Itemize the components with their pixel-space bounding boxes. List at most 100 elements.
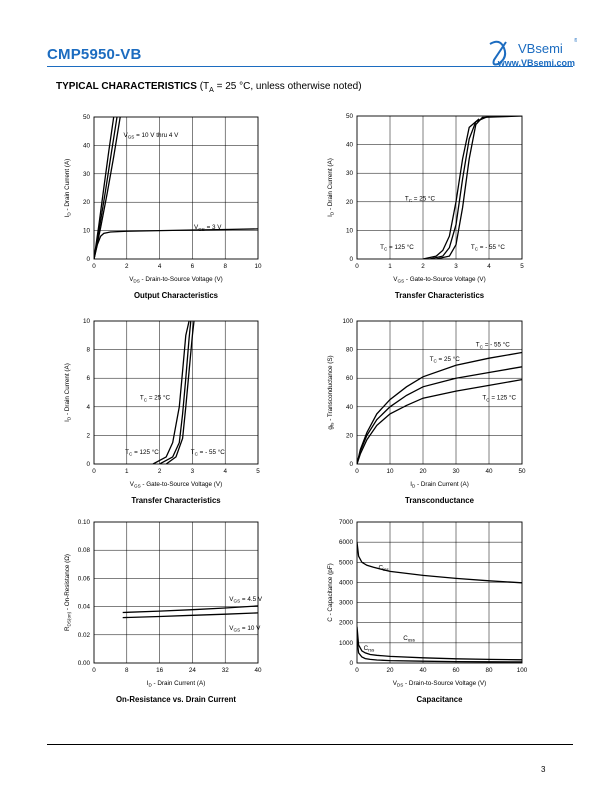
x-axis-label: VDS - Drain-to-Source Voltage (V) [129, 276, 223, 284]
x-tick-label: 10 [386, 468, 394, 475]
y-tick-label: 50 [346, 113, 354, 120]
part-number: CMP5950-VB [47, 46, 142, 63]
series-line-1 [357, 626, 522, 661]
series-line-0 [122, 605, 258, 614]
y-tick-label: 0.02 [78, 632, 91, 639]
plot-frame [93, 116, 259, 260]
annotation-label: TC = - 55 °C [471, 243, 505, 252]
x-axis-label: ID - Drain Current (A) [147, 680, 206, 688]
series-line-1 [122, 612, 258, 619]
plot-frame [93, 320, 259, 465]
x-tick-label: 0 [92, 468, 96, 475]
x-tick-label: 4 [223, 468, 227, 475]
x-axis-label: ID - Drain Current (A) [410, 481, 469, 489]
plot-frame [356, 320, 523, 465]
plot-frame [356, 521, 523, 664]
section-condition-sub: A [209, 87, 214, 94]
chart-onres: 0 8 16 24 32 40 0.00 0.02 0.04 0.06 0.08 0.10 VGS = … [64, 519, 263, 704]
y-tick-label: 0.10 [78, 519, 91, 526]
y-tick-label: 20 [346, 199, 354, 206]
y-tick-label: 0 [86, 461, 90, 468]
y-axis-label: RDS(on) - On-Resistance (Ω) [64, 554, 72, 631]
y-tick-label: 0.08 [78, 547, 91, 554]
series-line-2 [436, 116, 522, 259]
chart-title: Transfer Characteristics [131, 496, 221, 505]
logo-brand: VBsemi [518, 41, 563, 56]
x-tick-label: 16 [156, 667, 164, 674]
annotation-label: Coss [403, 635, 415, 643]
x-axis-label: VDS - Drain-to-Source Voltage (V) [393, 680, 487, 688]
x-tick-label: 2 [125, 263, 129, 270]
x-tick-label: 50 [518, 468, 526, 475]
series-line-1 [357, 366, 522, 464]
x-tick-label: 0 [355, 667, 359, 674]
y-tick-label: 40 [83, 142, 91, 149]
chart-output: 0 2 4 6 8 10 0 10 20 30 40 50 VGS = 10 V thru 4 V VGS… [64, 114, 262, 300]
y-tick-label: 2 [86, 432, 90, 439]
x-tick-label: 0 [355, 468, 359, 475]
x-tick-label: 20 [386, 667, 394, 674]
header-rule [47, 66, 573, 67]
series-line-0 [357, 351, 522, 464]
y-tick-label: 3000 [339, 600, 354, 607]
annotation-label: TC = 25 °C [140, 394, 171, 403]
y-tick-label: 0 [349, 660, 353, 667]
y-tick-label: 0 [349, 461, 353, 468]
chart-capacitance: 0 20 40 60 80 1000100020003000400050006000700… [327, 519, 528, 704]
y-tick-label: 10 [346, 227, 354, 234]
y-tick-label: 7000 [339, 519, 354, 526]
y-tick-label: 50 [83, 114, 91, 121]
x-axis-label: VGS - Gate-to-Source Voltage (V) [130, 481, 222, 489]
series-line-0 [357, 542, 522, 584]
logo-url[interactable]: www.VBsemi.com [497, 58, 575, 68]
svg-text:®: ® [574, 37, 577, 44]
x-tick-label: 40 [485, 468, 493, 475]
y-tick-label: 0 [86, 256, 90, 263]
x-tick-label: 10 [254, 263, 262, 270]
chart-title: On-Resistance vs. Drain Current [116, 695, 236, 704]
y-tick-label: 2000 [339, 620, 354, 627]
x-tick-label: 24 [189, 667, 197, 674]
y-tick-label: 20 [346, 432, 354, 439]
x-tick-label: 4 [158, 263, 162, 270]
annotation-label: VGS = 3 V [194, 224, 222, 232]
annotation-label: VGS = 4.5 V [229, 596, 263, 604]
y-tick-label: 10 [83, 318, 91, 325]
y-tick-label: 1000 [339, 640, 354, 647]
annotation-label: Crss [364, 645, 375, 653]
y-tick-label: 0.06 [78, 575, 91, 582]
chart-title: Output Characteristics [134, 291, 219, 300]
y-tick-label: 60 [346, 375, 354, 382]
annotation-label: VGS = 10 V thru 4 V [124, 132, 180, 140]
plot-frame [93, 521, 259, 664]
x-tick-label: 0 [92, 667, 96, 674]
chart-transfer2: 0 1 2 3 4 5 0 2 4 6 8 10 TC = 25 °C TC = 125 °C TC = -… [64, 318, 260, 505]
x-tick-label: 3 [191, 468, 195, 475]
y-tick-label: 100 [342, 318, 353, 325]
y-tick-label: 6 [86, 375, 90, 382]
series-line-0 [94, 117, 115, 259]
y-tick-label: 0.00 [78, 660, 91, 667]
y-tick-label: 6000 [339, 539, 354, 546]
y-axis-label: ID - Drain Current (A) [64, 159, 72, 218]
chart-title: Transconductance [405, 496, 475, 505]
annotation-label: TC = 125 °C [380, 243, 414, 252]
x-tick-label: 60 [452, 667, 460, 674]
y-axis-label: ID - Drain Current (A) [64, 363, 72, 422]
x-tick-label: 2 [158, 468, 162, 475]
annotation-label: TC = 125 °C [125, 448, 159, 457]
x-tick-label: 80 [485, 667, 493, 674]
section-heading: TYPICAL CHARACTERISTICS [56, 81, 197, 92]
x-tick-label: 5 [520, 263, 524, 270]
annotation-label: TC = 25 °C [405, 194, 436, 203]
y-axis-label: ID - Drain Current (A) [327, 158, 335, 217]
x-tick-label: 0 [92, 263, 96, 270]
y-tick-label: 5000 [339, 559, 354, 566]
x-tick-label: 20 [419, 468, 427, 475]
vbsemi-logo: VBsemi ® [489, 37, 577, 66]
x-tick-label: 1 [388, 263, 392, 270]
y-tick-label: 0 [349, 256, 353, 263]
y-tick-label: 10 [83, 228, 91, 235]
x-tick-label: 8 [125, 667, 129, 674]
annotation-label: TC = - 55 °C [476, 341, 510, 350]
